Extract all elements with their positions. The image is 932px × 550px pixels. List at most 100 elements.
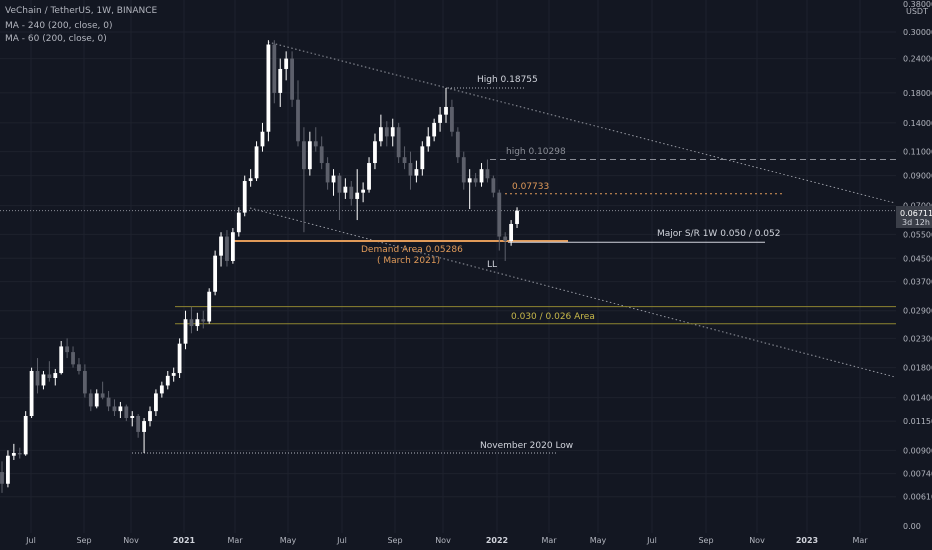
candle <box>47 361 52 382</box>
candle <box>325 157 330 190</box>
candle-body <box>479 169 484 183</box>
candle <box>130 411 135 427</box>
candle <box>213 250 218 296</box>
candle-body <box>450 106 454 132</box>
candle-body <box>17 453 22 455</box>
candle-body <box>509 223 514 242</box>
candle <box>171 367 176 382</box>
candle-body <box>230 232 235 261</box>
time-axis[interactable]: Jul Sep Nov 2021 Mar May Jul Sep Nov 2022 Mar May Ju… <box>0 533 896 550</box>
candle-body <box>106 397 111 407</box>
candle-body <box>0 472 4 484</box>
candle-body <box>23 415 28 455</box>
candle-body <box>390 127 395 137</box>
candle <box>450 99 454 137</box>
ll-label: LL <box>487 260 497 270</box>
time-tick-label: Nov <box>123 536 139 545</box>
candle <box>343 178 348 199</box>
candle <box>177 338 182 379</box>
candle-body <box>367 163 371 190</box>
candle-body <box>6 455 10 484</box>
current-price-tag <box>896 206 932 228</box>
candle-body <box>29 370 34 416</box>
annotation-labels: High 0.18755 high 0.10298 0.07733 Major … <box>361 75 780 451</box>
time-tick-label: 2022 <box>486 536 508 545</box>
candle <box>35 358 40 394</box>
candle <box>461 151 466 190</box>
candle-body <box>254 146 259 179</box>
candle <box>148 406 152 427</box>
candle-body <box>154 393 158 412</box>
candle <box>438 106 442 132</box>
candle <box>23 411 28 456</box>
candle-body <box>420 146 425 170</box>
candle-body <box>414 169 419 176</box>
candle <box>165 370 170 390</box>
candle-body <box>165 375 170 386</box>
candle-body <box>467 178 472 183</box>
candle <box>414 160 419 183</box>
candle-body <box>195 319 200 327</box>
candle <box>242 175 247 217</box>
candle <box>112 399 117 416</box>
candle-body <box>296 99 300 142</box>
candle <box>515 207 519 229</box>
candle <box>402 146 407 170</box>
candle-body <box>325 163 330 183</box>
candle-body <box>284 58 289 69</box>
candle-body <box>349 186 354 199</box>
candle <box>71 346 75 368</box>
candle-body <box>384 127 389 137</box>
candle-body <box>426 136 431 147</box>
candle-body <box>491 178 496 193</box>
ma-60-indicator[interactable]: MA - 60 (200, close, 0) <box>5 34 107 44</box>
candle-body <box>248 178 253 182</box>
candle-body <box>497 192 502 237</box>
candle <box>230 228 235 264</box>
candle <box>124 404 129 422</box>
candle <box>473 172 478 187</box>
ma-240-indicator[interactable]: MA - 240 (200, close, 0) <box>5 21 113 31</box>
candle <box>307 131 312 176</box>
time-tick-label: Sep <box>387 536 402 545</box>
candle-body <box>278 68 283 93</box>
candle <box>201 310 206 329</box>
candle <box>142 418 146 453</box>
candle <box>331 169 336 196</box>
candle-body <box>361 189 366 193</box>
bar-countdown: 3d 12h <box>902 218 930 227</box>
candles <box>0 40 519 493</box>
candle-body <box>272 44 277 93</box>
time-tick-label: Nov <box>435 536 451 545</box>
candle-body <box>112 406 117 412</box>
candle <box>361 182 366 203</box>
candle-body <box>47 374 52 379</box>
candle <box>154 389 158 416</box>
candle-body <box>148 411 152 422</box>
candle-body <box>183 319 188 344</box>
candle <box>497 189 502 251</box>
time-tick-label: Sep <box>76 536 91 545</box>
candle-body <box>53 373 58 379</box>
candle <box>355 169 360 221</box>
time-tick-label: 2023 <box>796 536 818 545</box>
time-tick-label: Mar <box>852 536 868 545</box>
candle <box>189 306 194 334</box>
candle <box>479 163 484 187</box>
level-0-07733-label: 0.07733 <box>512 182 549 192</box>
candle <box>337 172 342 221</box>
candle-body <box>242 181 247 213</box>
time-tick-label: Mar <box>227 536 243 545</box>
candle <box>302 127 306 233</box>
candle-body <box>408 163 413 176</box>
